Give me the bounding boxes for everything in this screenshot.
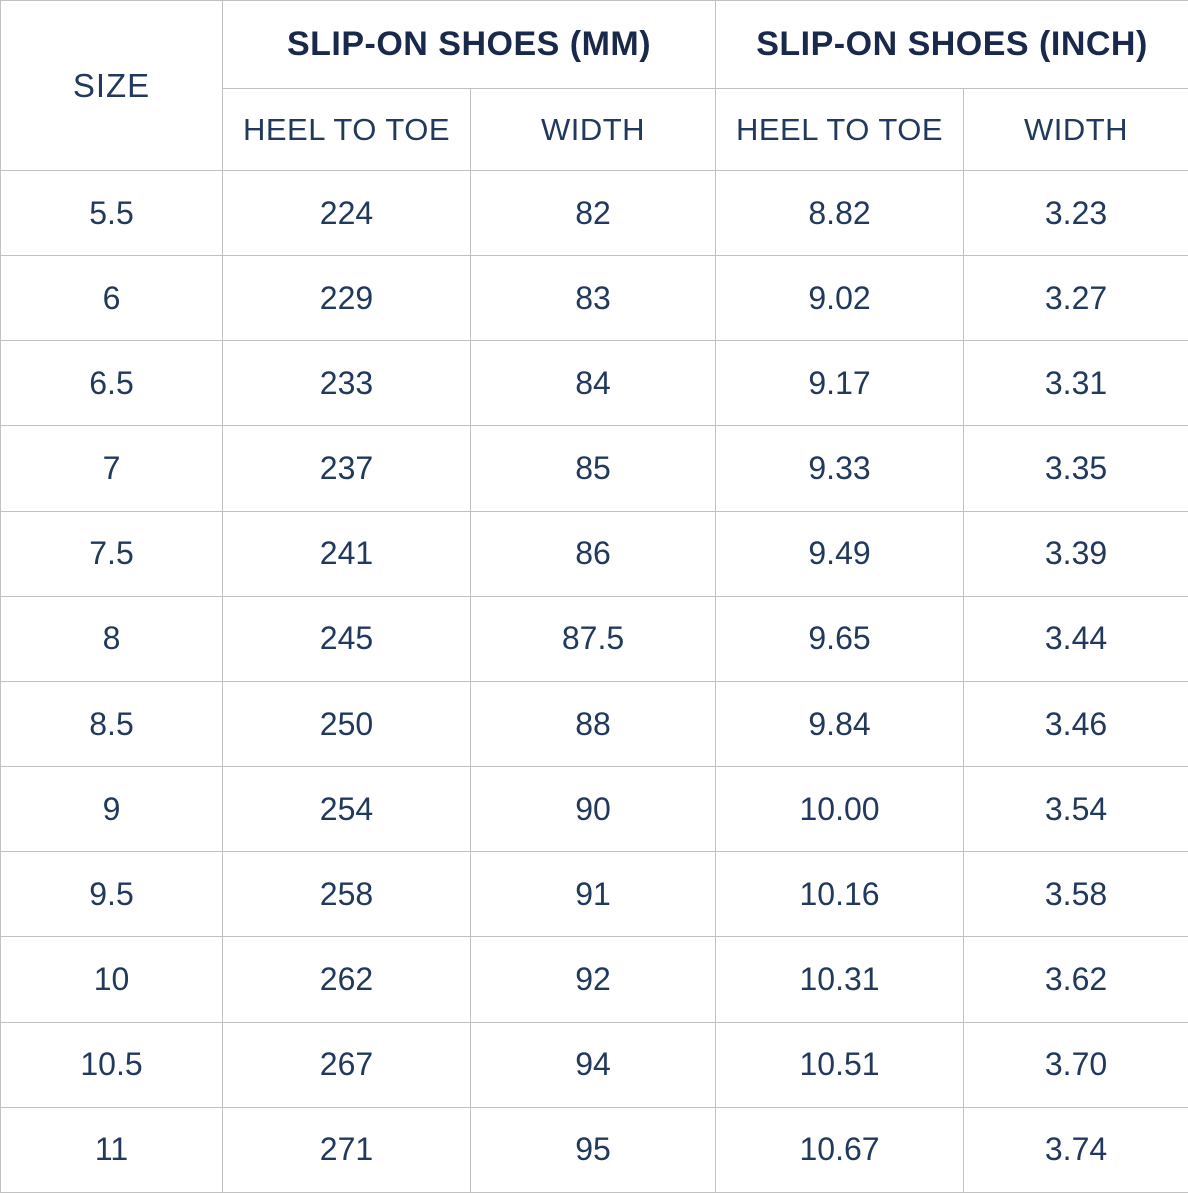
mm-heel-to-toe-cell: 233 xyxy=(222,340,471,427)
mm-width-cell: 87.5 xyxy=(469,595,717,682)
size-cell: 8.5 xyxy=(0,680,223,768)
inch-heel-to-toe-cell: 9.02 xyxy=(715,255,965,342)
mm-width-cell: 88 xyxy=(469,680,717,768)
mm-width-cell: 85 xyxy=(469,425,717,512)
table-row: 6.5 233 84 9.17 3.31 xyxy=(0,340,1188,427)
subheader-mm-width: WIDTH xyxy=(469,88,717,171)
inch-width-cell: 3.54 xyxy=(963,766,1188,853)
size-column-header: SIZE xyxy=(0,0,223,171)
mm-width-cell: 86 xyxy=(469,510,717,597)
inch-heel-to-toe-cell: 10.00 xyxy=(715,766,965,853)
mm-heel-to-toe-cell: 250 xyxy=(222,680,471,768)
inch-width-cell: 3.70 xyxy=(963,1021,1188,1108)
mm-heel-to-toe-cell: 271 xyxy=(222,1106,471,1193)
mm-width-cell: 94 xyxy=(469,1021,717,1108)
header-title-row: SIZE SLIP-ON SHOES (MM) SLIP-ON SHOES (I… xyxy=(0,0,1188,171)
size-cell: 10.5 xyxy=(0,1021,223,1108)
mm-width-cell: 92 xyxy=(469,936,717,1023)
size-cell: 6.5 xyxy=(0,340,223,427)
inch-heel-to-toe-cell: 10.16 xyxy=(715,851,965,938)
table-row: 7.5 241 86 9.49 3.39 xyxy=(0,510,1188,597)
size-cell: 7 xyxy=(0,425,223,512)
inch-width-cell: 3.27 xyxy=(963,255,1188,342)
inch-heel-to-toe-cell: 8.82 xyxy=(715,169,965,257)
mm-heel-to-toe-cell: 224 xyxy=(222,169,471,257)
section-header-inch: SLIP-ON SHOES (INCH) xyxy=(715,0,1188,89)
inch-width-cell: 3.62 xyxy=(963,936,1188,1023)
inch-width-cell: 3.39 xyxy=(963,510,1188,597)
mm-width-cell: 84 xyxy=(469,340,717,427)
size-cell: 5.5 xyxy=(0,169,223,257)
inch-heel-to-toe-cell: 9.49 xyxy=(715,510,965,597)
mm-width-cell: 82 xyxy=(469,169,717,257)
inch-heel-to-toe-cell: 9.65 xyxy=(715,595,965,682)
inch-heel-to-toe-cell: 9.84 xyxy=(715,680,965,768)
size-cell: 6 xyxy=(0,255,223,342)
mm-heel-to-toe-cell: 267 xyxy=(222,1021,471,1108)
size-cell: 10 xyxy=(0,936,223,1023)
table-row: 11 271 95 10.67 3.74 xyxy=(0,1106,1188,1193)
table-row: 10.5 267 94 10.51 3.70 xyxy=(0,1021,1188,1108)
table-row: 6 229 83 9.02 3.27 xyxy=(0,255,1188,342)
mm-width-cell: 90 xyxy=(469,766,717,853)
subheader-mm-heel-to-toe: HEEL TO TOE xyxy=(222,88,471,171)
mm-width-cell: 91 xyxy=(469,851,717,938)
inch-width-cell: 3.46 xyxy=(963,680,1188,768)
table-row: 8.5 250 88 9.84 3.46 xyxy=(0,680,1188,768)
inch-heel-to-toe-cell: 10.67 xyxy=(715,1106,965,1193)
subheader-inch-heel-to-toe: HEEL TO TOE xyxy=(715,88,965,171)
inch-heel-to-toe-cell: 9.33 xyxy=(715,425,965,512)
mm-heel-to-toe-cell: 229 xyxy=(222,255,471,342)
inch-heel-to-toe-cell: 10.51 xyxy=(715,1021,965,1108)
subheader-inch-width: WIDTH xyxy=(963,88,1188,171)
mm-heel-to-toe-cell: 262 xyxy=(222,936,471,1023)
inch-heel-to-toe-cell: 10.31 xyxy=(715,936,965,1023)
mm-heel-to-toe-cell: 241 xyxy=(222,510,471,597)
table-row: 9 254 90 10.00 3.54 xyxy=(0,766,1188,853)
mm-heel-to-toe-cell: 237 xyxy=(222,425,471,512)
size-cell: 8 xyxy=(0,595,223,682)
inch-width-cell: 3.31 xyxy=(963,340,1188,427)
table-row: 9.5 258 91 10.16 3.58 xyxy=(0,851,1188,938)
size-cell: 9 xyxy=(0,766,223,853)
inch-width-cell: 3.35 xyxy=(963,425,1188,512)
table-row: 5.5 224 82 8.82 3.23 xyxy=(0,169,1188,257)
size-cell: 11 xyxy=(0,1106,223,1193)
inch-width-cell: 3.74 xyxy=(963,1106,1188,1193)
table-row: 7 237 85 9.33 3.35 xyxy=(0,425,1188,512)
mm-heel-to-toe-cell: 254 xyxy=(222,766,471,853)
mm-width-cell: 95 xyxy=(469,1106,717,1193)
inch-width-cell: 3.58 xyxy=(963,851,1188,938)
table-row: 10 262 92 10.31 3.62 xyxy=(0,936,1188,1023)
inch-width-cell: 3.23 xyxy=(963,169,1188,257)
mm-heel-to-toe-cell: 245 xyxy=(222,595,471,682)
inch-heel-to-toe-cell: 9.17 xyxy=(715,340,965,427)
table-row: 8 245 87.5 9.65 3.44 xyxy=(0,595,1188,682)
mm-width-cell: 83 xyxy=(469,255,717,342)
mm-heel-to-toe-cell: 258 xyxy=(222,851,471,938)
size-cell: 9.5 xyxy=(0,851,223,938)
inch-width-cell: 3.44 xyxy=(963,595,1188,682)
section-header-mm: SLIP-ON SHOES (MM) xyxy=(221,0,717,89)
size-cell: 7.5 xyxy=(0,510,223,597)
